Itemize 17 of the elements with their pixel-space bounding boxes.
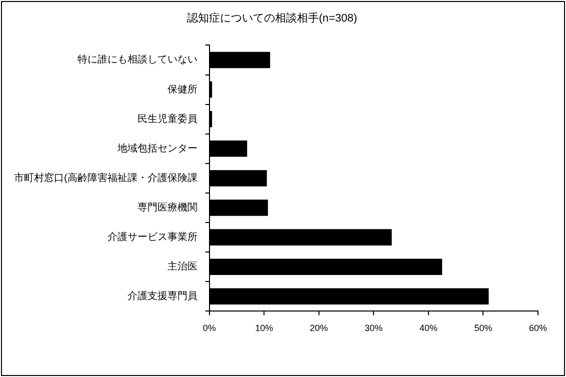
x-tick-label: 20% xyxy=(310,323,328,334)
y-tick-label: 特に誰にも相談していない xyxy=(77,54,198,66)
y-tick-label: 介護サービス事業所 xyxy=(107,231,198,244)
x-tick-label: 0% xyxy=(202,323,216,334)
chart-title: 認知症についての相談相手(n=308) xyxy=(186,12,358,25)
x-tick-label: 50% xyxy=(474,323,492,334)
y-tick-label: 地域包括センター xyxy=(116,142,198,154)
x-tick-label: 40% xyxy=(419,323,438,334)
y-tick-label: 保健所 xyxy=(167,83,198,96)
x-tick-label: 30% xyxy=(364,323,383,334)
y-tick-label: 専門医療機関 xyxy=(137,202,198,214)
y-tick-label: 民生児童委員 xyxy=(137,112,198,125)
y-tick-label: 介護支援専門員 xyxy=(127,290,198,302)
y-tick-label: 主治医 xyxy=(167,260,198,273)
x-tick-label: 60% xyxy=(528,323,548,334)
x-tick-label: 10% xyxy=(255,323,274,334)
y-tick-label: 市町村窓口(高齢障害福祉課・介護保険課 xyxy=(14,172,198,184)
